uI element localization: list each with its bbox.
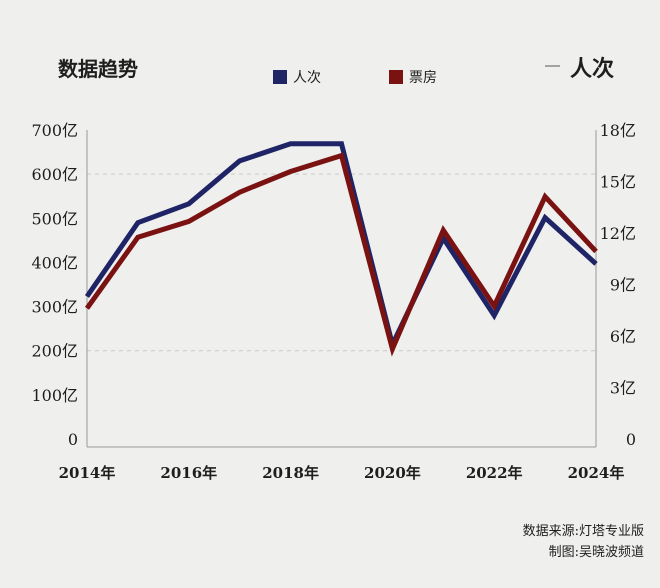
left-axis-title: 数据趋势: [58, 57, 138, 81]
series-lines: [84, 141, 598, 357]
left-tick-label: 300亿: [31, 298, 78, 317]
legend-label-renci: 人次: [293, 70, 321, 86]
grid-lines: [87, 173, 596, 352]
left-tick-label: 0: [68, 430, 78, 449]
left-tick-label: 600亿: [31, 165, 78, 184]
x-tick-label: 2014年: [59, 464, 116, 482]
x-tick-label: 2022年: [466, 464, 523, 482]
legend-swatch-piaofang: [389, 70, 403, 84]
credit-note: 制图:吴晓波频道: [549, 545, 644, 560]
x-tick-label: 2024年: [568, 464, 625, 482]
x-tick-label: 2016年: [160, 464, 217, 482]
right-tick-label: 3亿: [610, 379, 636, 398]
right-axis-title: 人次: [570, 56, 614, 82]
left-tick-label: 700亿: [31, 121, 78, 140]
right-axis-ticks: 0 3亿 6亿 9亿 12亿 15亿 18亿: [600, 121, 636, 449]
right-tick-label: 15亿: [600, 173, 636, 192]
right-tick-label: 0: [626, 430, 636, 449]
right-tick-label: 12亿: [600, 224, 636, 243]
left-tick-label: 100亿: [31, 386, 78, 405]
x-tick-label: 2020年: [364, 464, 421, 482]
left-tick-label: 400亿: [31, 253, 78, 272]
left-tick-label: 500亿: [31, 209, 78, 228]
right-tick-label: 6亿: [610, 327, 636, 346]
x-tick-label: 2018年: [262, 464, 319, 482]
x-axis-ticks: 2014年 2016年 2018年 2020年 2022年 2024年: [59, 464, 625, 482]
left-tick-label: 200亿: [31, 342, 78, 361]
series-line-piaofang: [84, 152, 598, 357]
legend-swatch-renci: [273, 70, 287, 84]
left-axis-ticks: 0 100亿 200亿 300亿 400亿 500亿 600亿 700亿: [31, 121, 78, 449]
series-line-renci: [84, 141, 598, 352]
right-tick-label: 9亿: [610, 276, 636, 295]
legend-label-piaofang: 票房: [409, 70, 437, 86]
source-note: 数据来源:灯塔专业版: [523, 524, 644, 539]
legend: 人次 票房: [273, 70, 437, 86]
axes: [86, 130, 597, 448]
right-tick-label: 18亿: [600, 121, 636, 140]
